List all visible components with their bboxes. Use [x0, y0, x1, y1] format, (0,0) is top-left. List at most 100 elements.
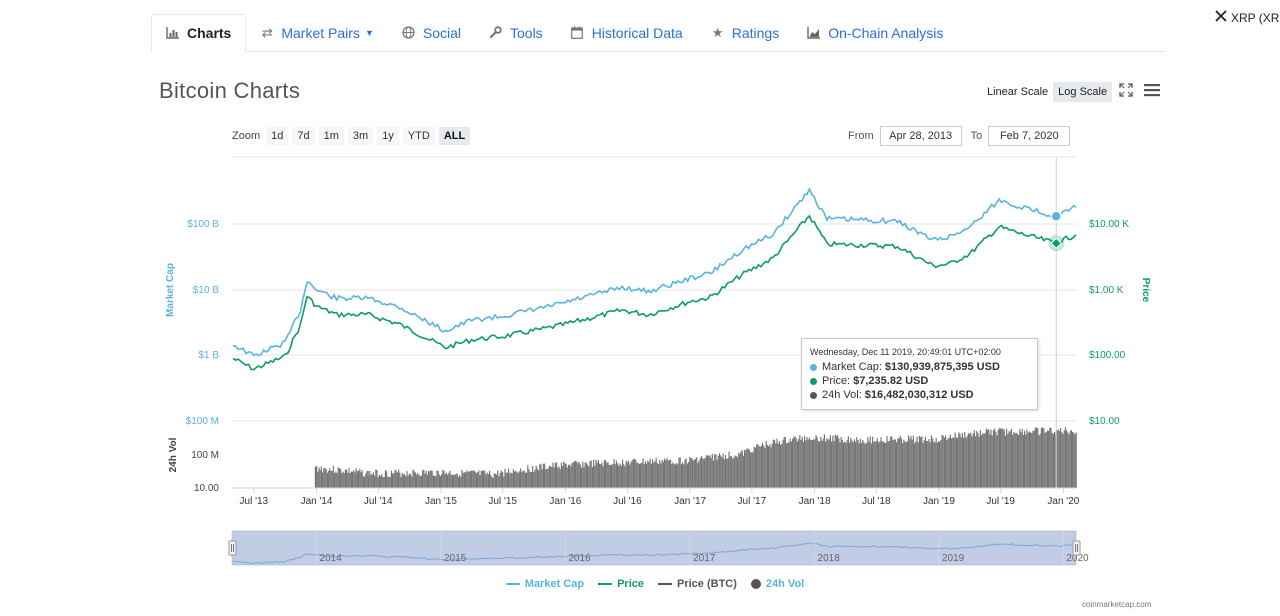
volume-bar	[607, 462, 609, 488]
volume-bar	[678, 457, 680, 488]
volume-bar	[602, 466, 604, 488]
volume-bar	[343, 473, 345, 488]
volume-bar	[597, 460, 599, 488]
volume-bar	[902, 443, 904, 488]
log-scale-button[interactable]: Log Scale	[1053, 82, 1113, 102]
close-icon[interactable]	[1214, 9, 1228, 26]
volume-bar	[405, 476, 407, 488]
volume-bar	[984, 432, 986, 488]
volume-bar	[1061, 432, 1063, 488]
x-tick-label: Jul '16	[613, 496, 642, 507]
volume-bar	[948, 437, 950, 488]
zoom-1m-button[interactable]: 1m	[318, 127, 344, 145]
volume-bar	[508, 468, 510, 488]
volume-bar	[789, 438, 791, 488]
volume-bar	[936, 442, 938, 488]
navigator-right-handle[interactable]	[1072, 540, 1081, 556]
volume-bar	[620, 465, 622, 488]
volume-bar	[676, 462, 678, 488]
tab-ratings[interactable]: ★ Ratings	[697, 14, 793, 51]
tab-market-pairs[interactable]: ⇄ Market Pairs ▼	[246, 14, 388, 51]
tab-charts[interactable]: Charts	[151, 14, 247, 52]
volume-bar	[961, 432, 963, 488]
volume-bar	[900, 438, 902, 488]
volume-bar	[881, 441, 883, 488]
volume-bar	[511, 473, 513, 488]
volume-bar	[921, 436, 923, 488]
volume-bar	[855, 441, 857, 488]
volume-bar	[393, 473, 395, 488]
volume-bar	[691, 458, 693, 488]
from-date-input[interactable]	[879, 126, 962, 146]
navigator-left-handle[interactable]	[228, 540, 237, 556]
volume-bar	[852, 442, 854, 488]
volume-bar	[746, 448, 748, 488]
fullscreen-icon[interactable]	[1119, 82, 1133, 102]
tab-on-chain-analysis[interactable]: On-Chain Analysis	[793, 14, 957, 51]
volume-bar	[593, 459, 595, 488]
volume-bar	[799, 435, 801, 488]
zoom-1y-button[interactable]: 1y	[377, 127, 399, 145]
volume-bar	[771, 443, 773, 488]
volume-bar	[344, 469, 346, 488]
nav-tabs: Charts ⇄ Market Pairs ▼ Social Tools His…	[151, 14, 1166, 52]
volume-bar	[868, 441, 870, 488]
tab-tools[interactable]: Tools	[475, 14, 557, 51]
legend-price[interactable]: Price	[598, 578, 644, 590]
volume-bar	[843, 442, 845, 488]
legend-label: Market Cap	[524, 578, 585, 590]
volume-bar	[723, 459, 725, 488]
navigator-track	[231, 530, 1077, 566]
zoom-all-button[interactable]: ALL	[438, 127, 471, 145]
volume-bar	[888, 441, 890, 488]
volume-bar	[370, 474, 372, 488]
tab-historical-data[interactable]: Historical Data	[557, 14, 697, 51]
volume-bar	[618, 465, 620, 488]
to-date-input[interactable]	[988, 126, 1071, 146]
volume-bar	[413, 471, 415, 488]
volume-bar	[898, 438, 900, 488]
volume-bar	[813, 439, 815, 488]
zoom-3m-button[interactable]: 3m	[347, 127, 374, 145]
volume-bar	[572, 462, 574, 488]
volume-bar	[1056, 430, 1058, 488]
zoom-1d-button[interactable]: 1d	[266, 127, 289, 145]
volume-bar	[823, 434, 825, 488]
volume-bar	[938, 441, 940, 488]
x-tick-label: Jan '14	[301, 496, 333, 507]
vol-left-tick-label: $100 M	[186, 416, 219, 427]
volume-bar	[418, 474, 420, 488]
volume-bar	[647, 460, 649, 488]
volume-bar	[487, 474, 489, 488]
zoom-7d-button[interactable]: 7d	[292, 127, 315, 145]
volume-bar	[1001, 428, 1003, 488]
menu-icon[interactable]	[1144, 83, 1161, 102]
volume-bar	[594, 465, 596, 488]
volume-bar	[805, 440, 807, 488]
volume-bar	[816, 437, 818, 488]
zoom-ytd-button[interactable]: YTD	[402, 127, 435, 145]
volume-bar	[581, 467, 583, 488]
volume-bar	[989, 434, 991, 488]
tab-social[interactable]: Social	[388, 14, 475, 51]
volume-bar	[906, 441, 908, 488]
volume-bar	[599, 463, 601, 488]
legend-price-btc[interactable]: Price (BTC)	[658, 578, 737, 590]
volume-bar	[605, 460, 607, 488]
volume-bar	[786, 443, 788, 488]
volume-bar	[658, 464, 660, 488]
volume-bar	[683, 464, 685, 488]
volume-bar	[1004, 435, 1006, 488]
volume-bar	[844, 441, 846, 488]
volume-bar	[754, 447, 756, 488]
legend-24h-vol[interactable]: 24h Vol	[750, 578, 804, 590]
navigator-tick-label: 2014	[320, 553, 343, 564]
volume-bar	[1025, 434, 1027, 488]
linear-scale-button[interactable]: Linear Scale	[987, 86, 1049, 98]
volume-bar	[949, 434, 951, 488]
volume-bar	[630, 462, 632, 488]
legend-market-cap[interactable]: Market Cap	[505, 578, 585, 590]
volume-bar	[745, 450, 747, 488]
volume-bar	[490, 474, 492, 488]
compare-chip[interactable]: XRP (XR	[1214, 9, 1279, 26]
